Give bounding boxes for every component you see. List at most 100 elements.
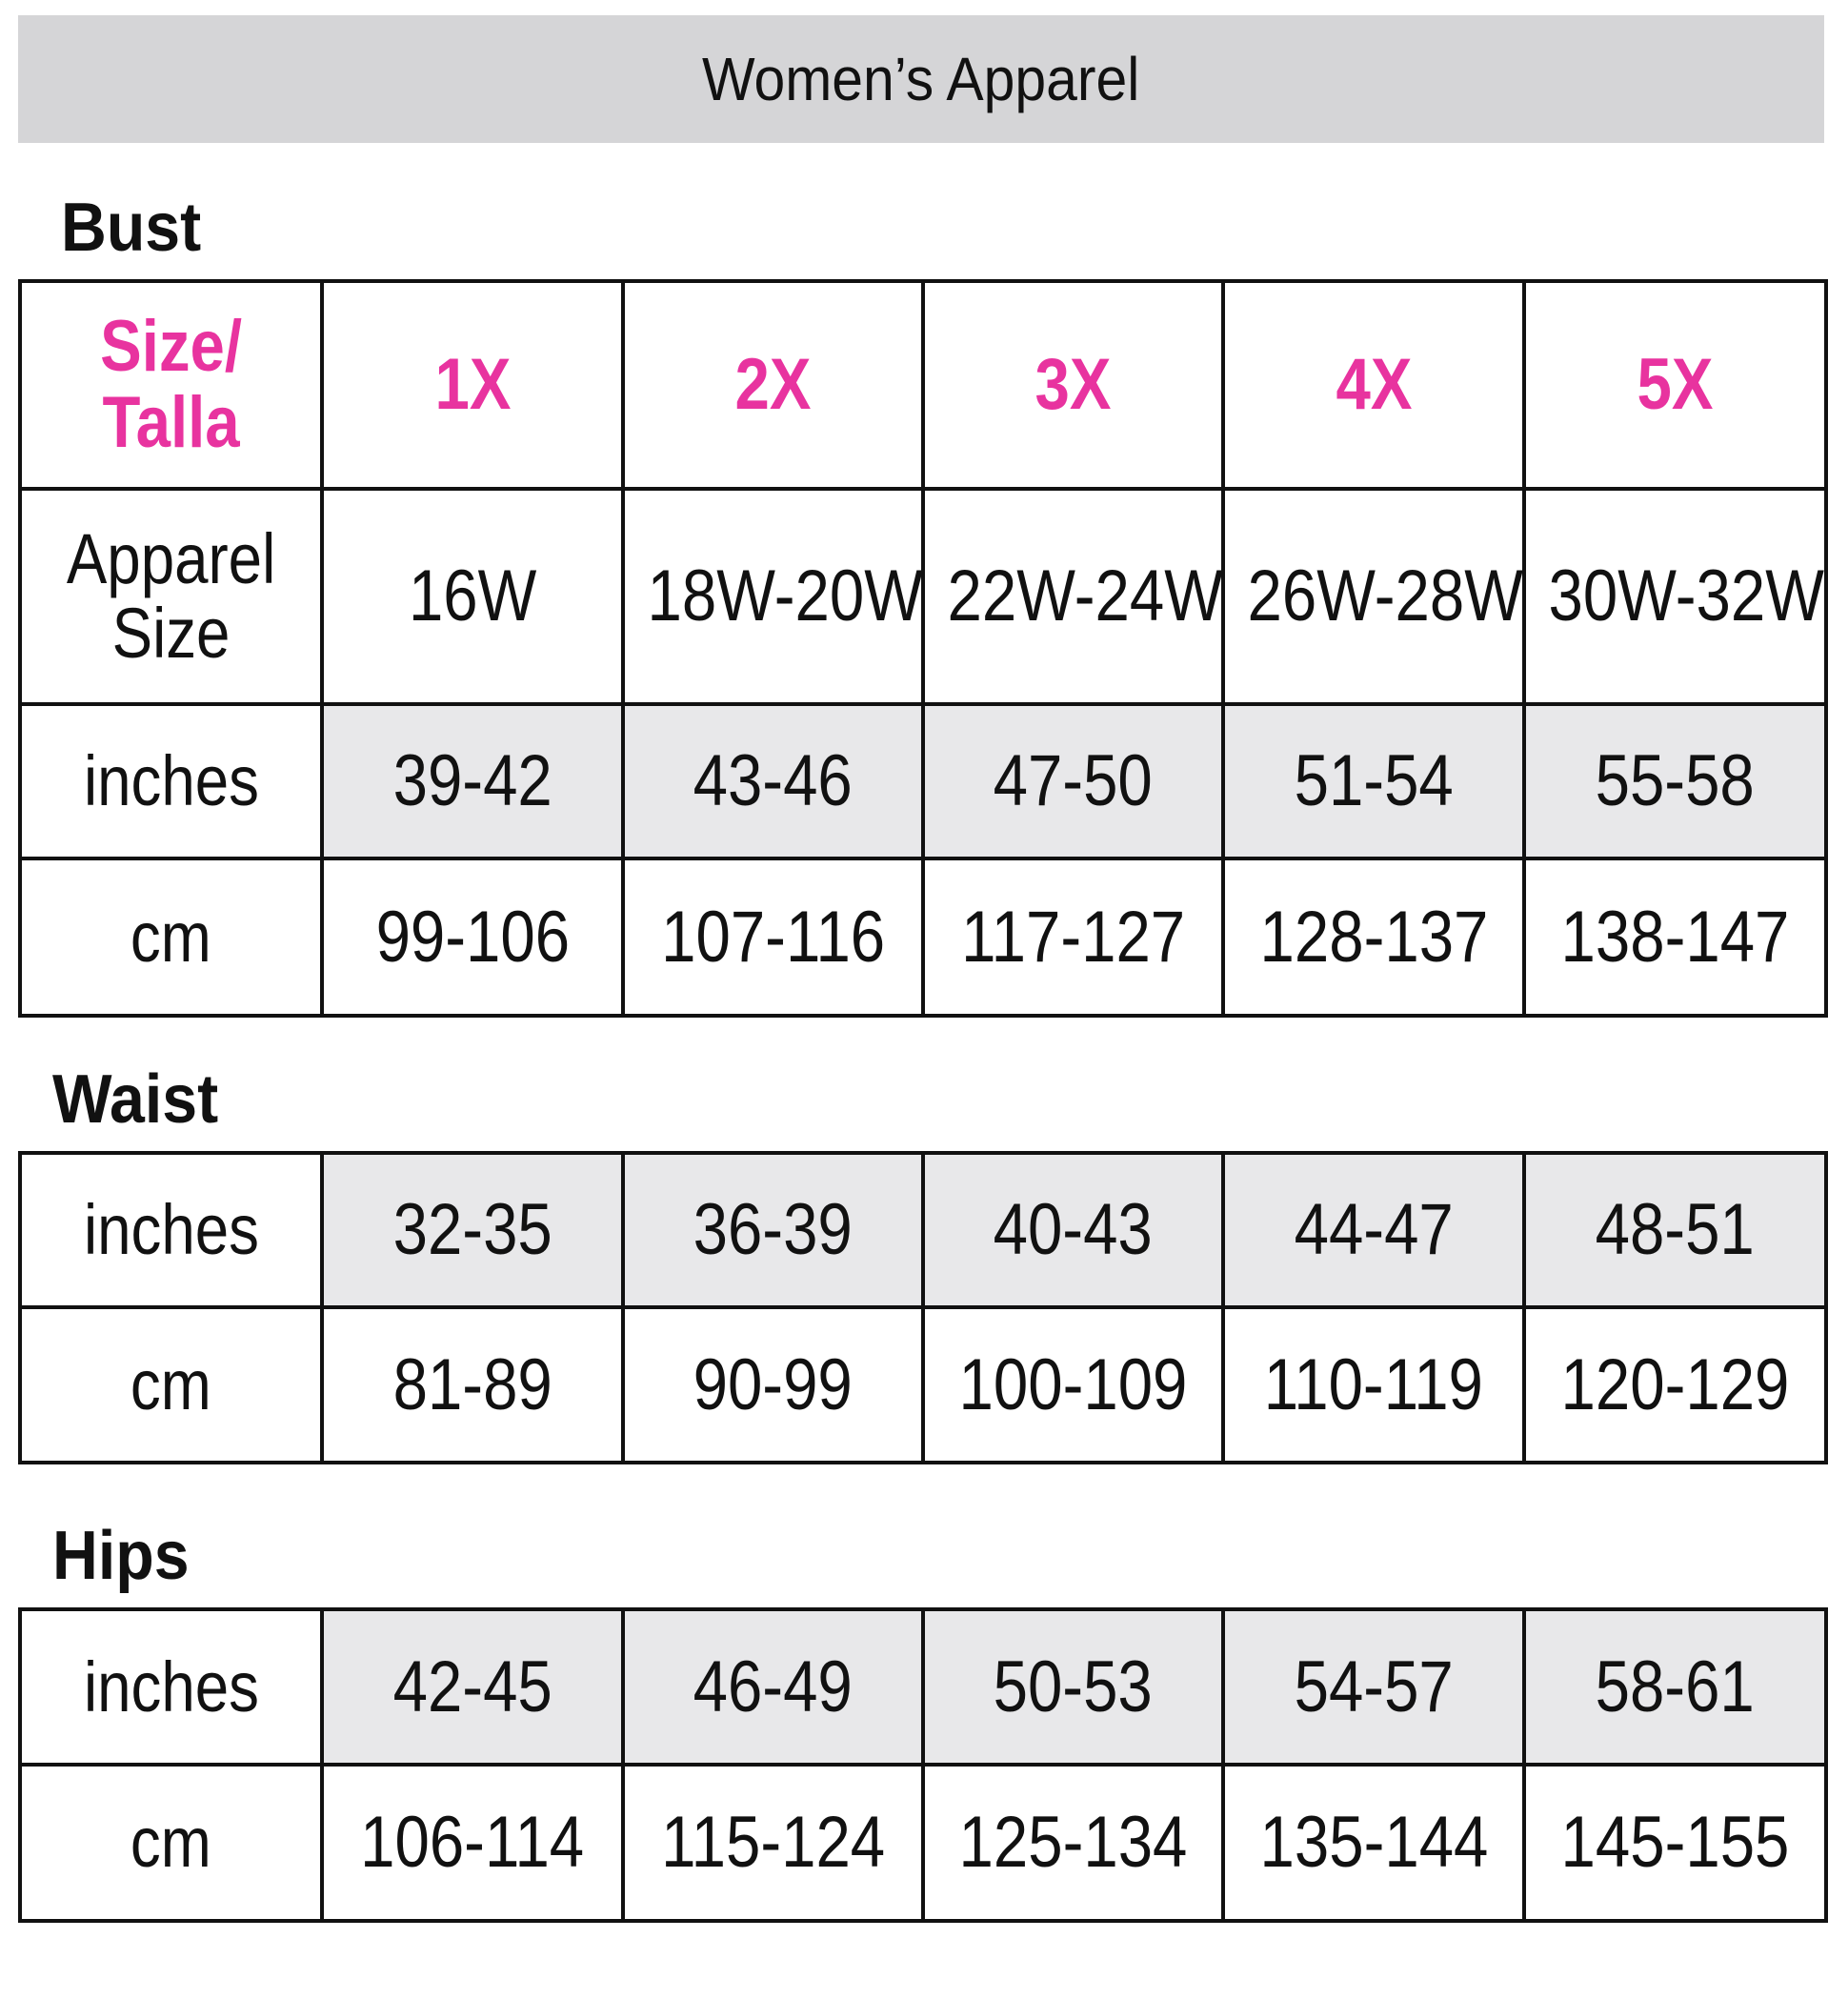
table-cell: 115-124 [621,1763,925,1923]
table-cell: 44-47 [1221,1151,1526,1309]
size-header-cell: 4X [1221,279,1526,491]
row-label-text: Apparel Size [66,519,276,673]
chart-title-bar: Women’s Apparel [18,15,1824,143]
table-cell: 138-147 [1522,857,1828,1018]
row-label: inches [18,702,324,860]
row-label-text: inches [83,1190,259,1270]
size-header-cell-text: 3X [1034,344,1112,426]
table-cell: 32-35 [320,1151,625,1309]
table-cell: 107-116 [621,857,925,1018]
table-cell: 90-99 [621,1305,925,1464]
table-cell: 100-109 [921,1305,1225,1464]
row-label-text: cm [131,1344,211,1424]
table-cell-text: 115-124 [660,1802,886,1884]
hips-section-label: Hips [52,1518,190,1594]
table-cell-text: 22W-24W [947,555,1223,637]
row-label-text: cm [131,897,211,977]
table-row: Apparel Size 16W 18W-20W 22W-24W 26W-28W 30W-3… [18,487,1828,706]
row-label: cm [18,1763,324,1923]
row-label: Apparel Size [18,487,324,706]
table-cell-text: 44-47 [1294,1189,1454,1271]
table-cell-text: 46-49 [693,1646,854,1727]
table-row: inches 42-45 46-49 50-53 54-57 58-61 [18,1607,1828,1767]
row-label-text: cm [131,1803,211,1883]
table-cell-text: 16W [408,555,537,637]
row-label: inches [18,1151,324,1309]
table-cell: 36-39 [621,1151,925,1309]
table-cell-text: 128-137 [1259,896,1488,978]
bust-section-label: Bust [61,190,202,266]
table-cell-text: 36-39 [693,1189,854,1271]
table-cell-text: 32-35 [392,1189,552,1271]
table-cell-text: 90-99 [693,1343,854,1425]
table-cell: 47-50 [921,702,1225,860]
page-title: Women’s Apparel [702,45,1140,113]
table-cell-text: 40-43 [993,1189,1154,1271]
hips-size-table: inches 42-45 46-49 50-53 54-57 58-61 cm 106-114… [18,1607,1828,1923]
row-label: cm [18,1305,324,1464]
table-cell: 120-129 [1522,1305,1828,1464]
table-cell-text: 43-46 [693,740,854,822]
table-cell-text: 42-45 [392,1646,552,1727]
size-header-label-text: Size/Talla [100,306,242,463]
table-cell-text: 51-54 [1294,740,1454,822]
size-header-cell-text: 5X [1637,344,1714,426]
size-header-label: Size/Talla [18,279,324,491]
table-cell-text: 47-50 [993,740,1154,822]
size-header-cell-text: 4X [1336,344,1412,426]
table-cell-text: 138-147 [1560,896,1790,978]
table-cell: 48-51 [1522,1151,1828,1309]
table-cell-text: 120-129 [1560,1343,1790,1425]
table-cell: 16W [320,487,625,706]
table-row: inches 39-42 43-46 47-50 51-54 55-58 [18,702,1828,860]
size-header-cell-text: 2X [734,344,812,426]
size-header-cell: 3X [921,279,1225,491]
table-cell-text: 30W-32W [1548,555,1824,637]
bust-size-table: Size/Talla 1X 2X 3X 4X 5X Apparel Size 16W 18W-20… [18,279,1828,1018]
table-cell-text: 110-119 [1263,1343,1484,1425]
table-cell: 26W-28W [1221,487,1526,706]
table-cell: 46-49 [621,1607,925,1767]
table-cell-text: 99-106 [375,896,570,978]
table-cell-text: 50-53 [993,1646,1154,1727]
table-cell-text: 48-51 [1595,1189,1756,1271]
table-cell: 55-58 [1522,702,1828,860]
waist-section-label: Waist [52,1061,219,1138]
row-label: inches [18,1607,324,1767]
size-header-cell: 1X [320,279,625,491]
table-cell-text: 39-42 [392,740,552,822]
table-row: cm 106-114 115-124 125-134 135-144 145-155 [18,1763,1828,1923]
table-cell: 30W-32W [1522,487,1828,706]
table-row: cm 99-106 107-116 117-127 128-137 138-147 [18,857,1828,1018]
table-cell-text: 117-127 [960,896,1186,978]
table-cell: 125-134 [921,1763,1225,1923]
table-cell-text: 145-155 [1560,1802,1790,1884]
waist-size-table: inches 32-35 36-39 40-43 44-47 48-51 cm 81-89 90… [18,1151,1828,1464]
table-cell: 22W-24W [921,487,1225,706]
row-label-text: inches [83,1646,259,1726]
table-cell: 40-43 [921,1151,1225,1309]
table-cell-text: 125-134 [958,1802,1188,1884]
size-header-row: Size/Talla 1X 2X 3X 4X 5X [18,279,1828,491]
table-cell-text: 58-61 [1595,1646,1756,1727]
size-header-cell: 5X [1522,279,1828,491]
row-label: cm [18,857,324,1018]
row-label-text: inches [83,741,259,821]
table-cell-text: 18W-20W [647,555,923,637]
table-cell: 18W-20W [621,487,925,706]
table-cell: 50-53 [921,1607,1225,1767]
table-cell: 58-61 [1522,1607,1828,1767]
table-cell: 110-119 [1221,1305,1526,1464]
table-cell-text: 100-109 [958,1343,1188,1425]
table-cell: 39-42 [320,702,625,860]
table-cell-text: 26W-28W [1247,555,1523,637]
table-cell-text: 81-89 [392,1343,552,1425]
table-cell: 42-45 [320,1607,625,1767]
table-cell: 43-46 [621,702,925,860]
table-cell-text: 107-116 [660,896,886,978]
table-cell: 117-127 [921,857,1225,1018]
table-cell: 54-57 [1221,1607,1526,1767]
table-cell: 51-54 [1221,702,1526,860]
table-cell-text: 55-58 [1595,740,1756,822]
table-cell-text: 54-57 [1294,1646,1454,1727]
